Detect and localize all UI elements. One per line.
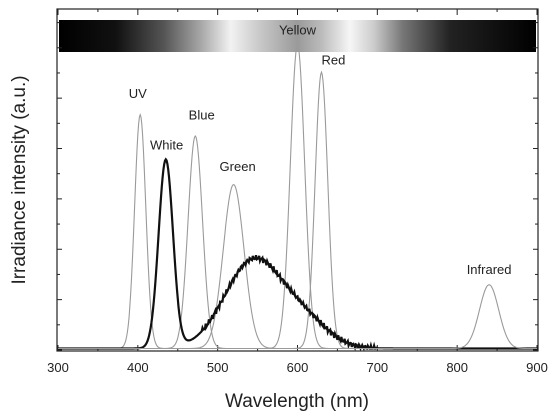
x-axis-title: Wavelength (nm)	[225, 391, 369, 412]
peak-label-infrared: Infrared	[467, 262, 512, 277]
y-axis-title: Irradiance intensity (a.u.)	[9, 75, 30, 284]
peak-labels: UV Blue Green White Yellow Red Infrared	[129, 22, 512, 277]
x-tick-label: 600	[287, 360, 309, 375]
peak-label-uv: UV	[129, 86, 147, 101]
plot-frame	[56, 8, 539, 352]
peak-label-blue: Blue	[189, 107, 215, 122]
x-tick-label: 400	[127, 360, 149, 375]
x-tick-label: 300	[47, 360, 69, 375]
series-line-infrared	[58, 284, 537, 350]
x-tick-labels: 300 400 500 600 700 800 900	[47, 360, 548, 375]
x-tick-label: 500	[207, 360, 229, 375]
peak-label-white: White	[150, 138, 183, 153]
peak-label-yellow: Yellow	[279, 22, 317, 37]
peak-label-red: Red	[321, 53, 345, 68]
x-tick-label: 700	[366, 360, 388, 375]
axis-ticks	[57, 9, 538, 351]
series-curves	[58, 43, 537, 352]
peak-label-green: Green	[220, 159, 256, 174]
x-tick-label: 900	[526, 360, 548, 375]
spectrum-bar	[59, 20, 536, 52]
x-tick-label: 800	[446, 360, 468, 375]
